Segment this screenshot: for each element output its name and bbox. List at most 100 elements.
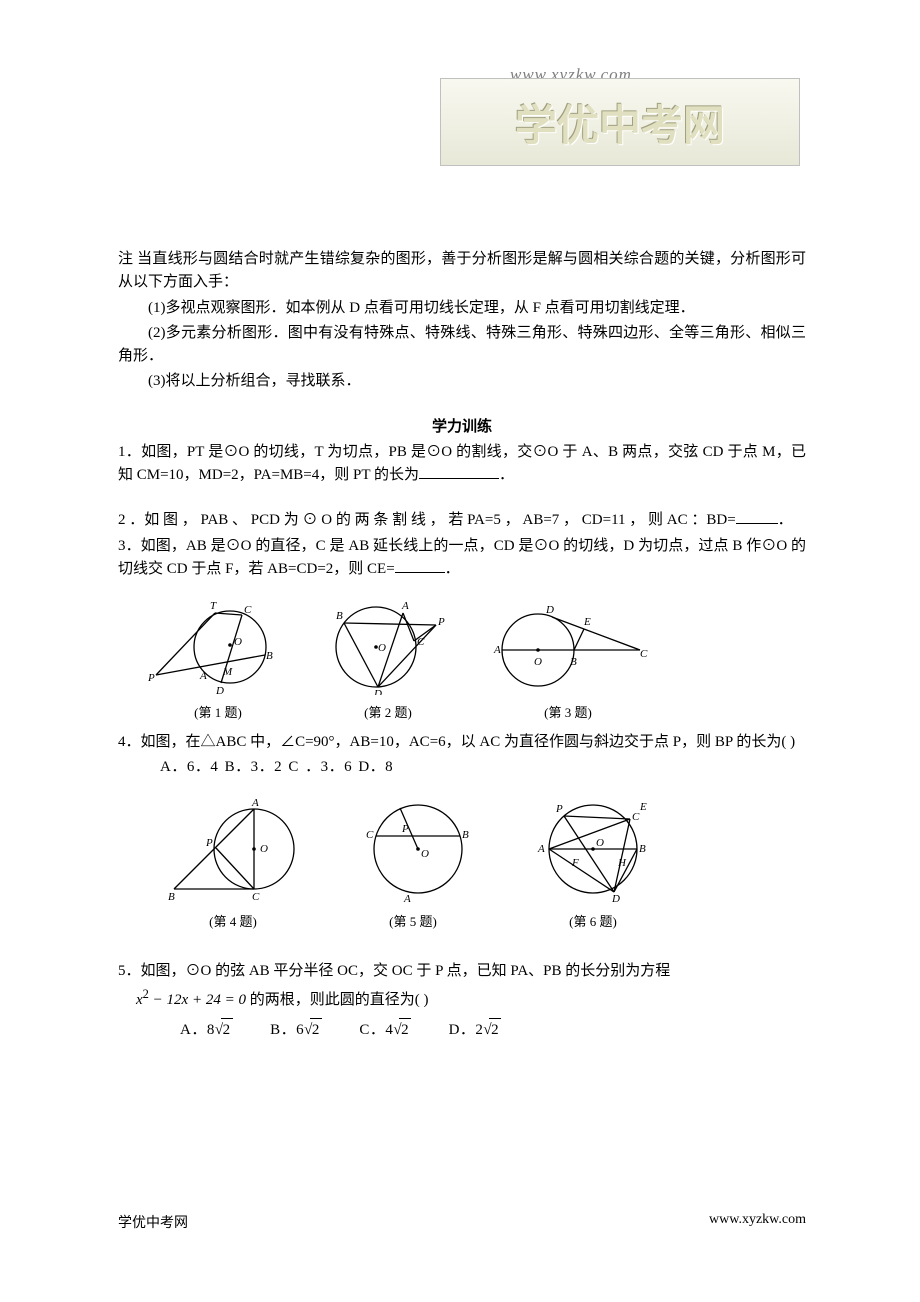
intro-pt3: (3)将以上分析组合，寻找联系． xyxy=(118,370,806,393)
q5-optC-coef: 4 xyxy=(385,1022,393,1038)
page-content: 注 当直线形与圆结合时就产生错综复杂的图形，善于分析图形是解与圆相关综合题的关键… xyxy=(118,248,806,1043)
q5-optC-label: C． xyxy=(359,1022,385,1038)
figure-3-caption: (第 3 题) xyxy=(544,703,592,723)
question-2: 2 ．如 图 ， PAB 、 PCD 为 ⊙ O 的 两 条 割 线 ， 若 P… xyxy=(118,509,806,532)
figure-2-caption: (第 2 题) xyxy=(364,703,412,723)
svg-text:B: B xyxy=(639,843,646,855)
svg-text:P: P xyxy=(205,837,213,849)
svg-text:H: H xyxy=(617,857,627,869)
svg-text:P: P xyxy=(437,616,445,628)
svg-text:D: D xyxy=(611,893,620,904)
q1-blank xyxy=(419,465,499,479)
svg-text:O: O xyxy=(596,837,604,849)
svg-text:D: D xyxy=(545,604,554,616)
section-title: 学力训练 xyxy=(118,416,806,439)
q5-options: A．8√2 B．6√2 C．4√2 D．2√2 xyxy=(118,1018,806,1042)
svg-text:O: O xyxy=(234,636,242,648)
watermark-logo-text: 学优中考网 xyxy=(515,92,725,153)
svg-text:P: P xyxy=(148,672,155,684)
figure-6: E P C A O B F H D (第 6 题) xyxy=(528,794,658,932)
figure-5-caption: (第 5 题) xyxy=(389,912,437,932)
figures-row-1: T C O P M A B D (第 1 题) B xyxy=(148,595,806,723)
q5-optA-label: A． xyxy=(180,1022,207,1038)
svg-text:B: B xyxy=(336,610,343,622)
figure-6-svg: E P C A O B F H D xyxy=(528,794,658,904)
svg-text:M: M xyxy=(222,666,233,678)
svg-text:B: B xyxy=(168,891,175,903)
figure-6-caption: (第 6 题) xyxy=(569,912,617,932)
q5-eq-tail: 的两根，则此圆的直径为( ) xyxy=(246,992,429,1008)
svg-text:A: A xyxy=(199,670,207,682)
q4-options: A．6．4 B．3．2 C ．3．6 D．8 xyxy=(118,756,806,779)
figure-4: A P O B C (第 4 题) xyxy=(168,794,298,932)
q3-text: 3．如图，AB 是⊙O 的直径，C 是 AB 延长线上的一点，CD 是⊙O 的切… xyxy=(118,538,806,577)
svg-text:O: O xyxy=(421,848,429,860)
figure-1-caption: (第 1 题) xyxy=(194,703,242,723)
q5-optA-coef: 8 xyxy=(207,1022,215,1038)
q3-blank xyxy=(395,559,445,573)
figure-3-svg: D E A O B C xyxy=(488,595,648,695)
svg-text:A: A xyxy=(401,600,409,612)
figure-4-caption: (第 4 题) xyxy=(209,912,257,932)
q2-tail: ． xyxy=(778,512,793,528)
q1-tail: ． xyxy=(499,467,514,483)
question-4: 4．如图，在△ABC 中，∠C=90°，AB=10，AC=6，以 AC 为直径作… xyxy=(118,731,806,754)
svg-text:T: T xyxy=(210,600,217,612)
svg-text:C: C xyxy=(366,829,374,841)
figures-row-2: A P O B C (第 4 题) B P C O A (第 5 题) xyxy=(168,794,806,932)
svg-text:A: A xyxy=(537,843,545,855)
footer-right: www.xyzkw.com xyxy=(709,1212,806,1232)
q5-equation-line: x2 − 12x + 24 = 0 的两根，则此圆的直径为( ) xyxy=(118,985,806,1012)
q5-optB-label: B． xyxy=(270,1022,296,1038)
q5-optD-coef: 2 xyxy=(475,1022,483,1038)
q5-optB-rad: 2 xyxy=(310,1018,322,1042)
svg-text:C: C xyxy=(244,604,252,616)
q5-optD-sqrt: √2 xyxy=(483,1018,501,1042)
q5-optD-label: D． xyxy=(449,1022,476,1038)
svg-text:E: E xyxy=(583,616,591,628)
q5-eq-mid: − 12x + 24 = 0 xyxy=(149,992,246,1008)
intro-line1: 注 当直线形与圆结合时就产生错综复杂的图形，善于分析图形是解与圆相关综合题的关键… xyxy=(118,248,806,295)
question-5: 5．如图，⊙O 的弦 AB 平分半径 OC，交 OC 于 P 点，已知 PA、P… xyxy=(118,960,806,983)
q3-tail: ． xyxy=(445,561,460,577)
svg-text:A: A xyxy=(493,644,501,656)
figure-2: B A P O C D (第 2 题) xyxy=(318,595,458,723)
intro-pt1: (1)多视点观察图形．如本例从 D 点看可用切线长定理，从 F 点看可用切割线定… xyxy=(118,297,806,320)
svg-text:D: D xyxy=(373,688,382,695)
svg-text:D: D xyxy=(215,685,224,695)
svg-text:O: O xyxy=(260,843,268,855)
q5-optC-sqrt: √2 xyxy=(393,1018,411,1042)
q5-optC-rad: 2 xyxy=(399,1018,411,1042)
figure-3: D E A O B C (第 3 题) xyxy=(488,595,648,723)
svg-text:O: O xyxy=(378,642,386,654)
q2-blank xyxy=(736,510,778,524)
q5-optA-sqrt: √2 xyxy=(215,1018,233,1042)
figure-1-svg: T C O P M A B D xyxy=(148,595,288,695)
svg-text:C: C xyxy=(632,811,640,823)
svg-text:B: B xyxy=(266,650,273,662)
intro-pt2: (2)多元素分析图形．图中有没有特殊点、特殊线、特殊三角形、特殊四边形、全等三角… xyxy=(118,322,806,369)
q2-text: 2 ．如 图 ， PAB 、 PCD 为 ⊙ O 的 两 条 割 线 ， 若 P… xyxy=(118,512,736,528)
svg-text:P: P xyxy=(555,803,563,815)
figure-1: T C O P M A B D (第 1 题) xyxy=(148,595,288,723)
figure-4-svg: A P O B C xyxy=(168,794,298,904)
svg-text:C: C xyxy=(417,636,425,648)
q5-optA-rad: 2 xyxy=(221,1018,233,1042)
q5-eq-x: x xyxy=(136,992,143,1008)
svg-text:C: C xyxy=(252,891,260,903)
question-3: 3．如图，AB 是⊙O 的直径，C 是 AB 延长线上的一点，CD 是⊙O 的切… xyxy=(118,535,806,582)
figure-5: B P C O A (第 5 题) xyxy=(348,794,478,932)
q5-optB-sqrt: √2 xyxy=(304,1018,322,1042)
svg-text:A: A xyxy=(403,893,411,904)
svg-text:O: O xyxy=(534,656,542,668)
figure-2-svg: B A P O C D xyxy=(318,595,458,695)
svg-text:A: A xyxy=(251,797,259,809)
footer-left: 学优中考网 xyxy=(118,1212,188,1232)
svg-text:E: E xyxy=(639,801,647,813)
question-1: 1．如图，PT 是⊙O 的切线，T 为切点，PB 是⊙O 的割线，交⊙O 于 A… xyxy=(118,441,806,488)
q5-optD-rad: 2 xyxy=(489,1018,501,1042)
svg-text:B: B xyxy=(570,656,577,668)
svg-text:F: F xyxy=(571,857,579,869)
watermark-logo: 学优中考网 xyxy=(440,78,800,166)
svg-text:C: C xyxy=(640,648,648,660)
